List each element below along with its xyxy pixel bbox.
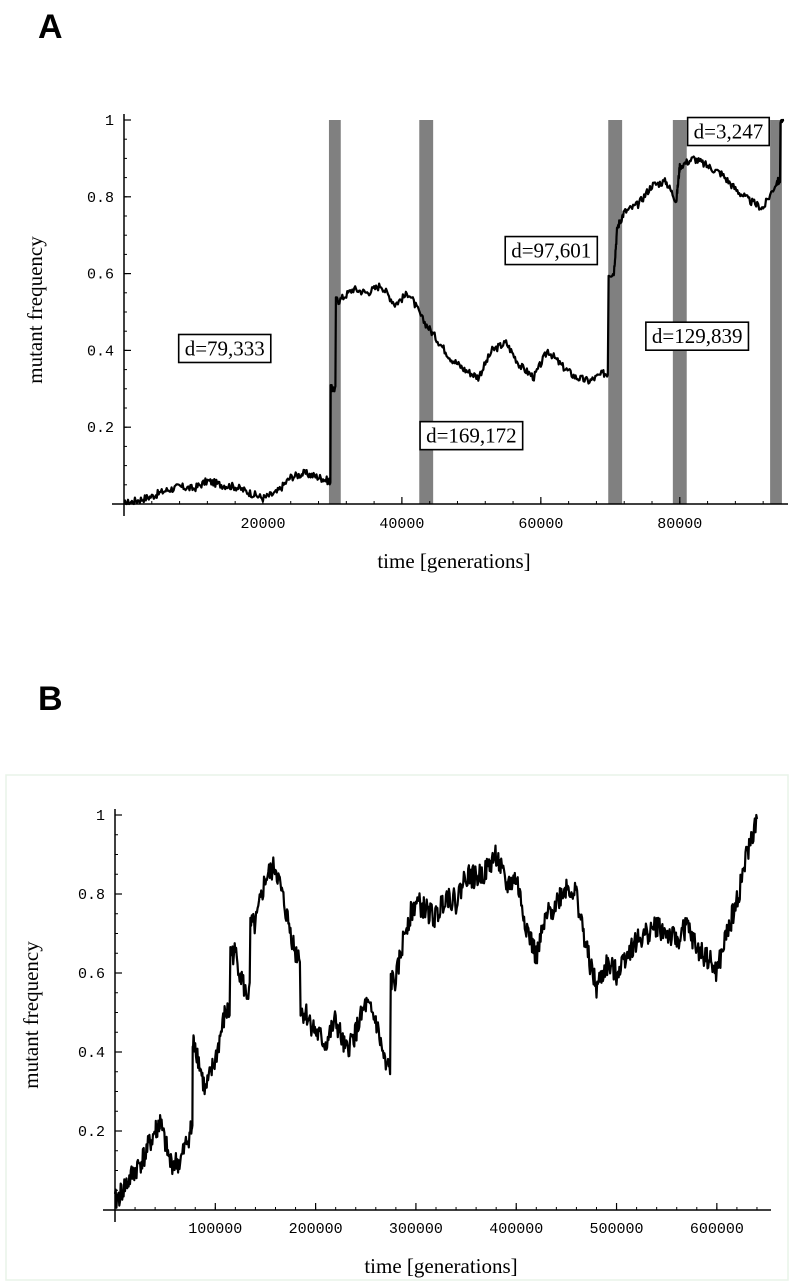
shaded-region-3 [608, 120, 623, 504]
panel-b-label: B [38, 680, 63, 718]
x-tick-label: 500000 [590, 1221, 644, 1238]
annotation-label-1: d=79,333 [185, 336, 265, 360]
shaded-region-5 [770, 120, 782, 504]
y-tick-label: 0.6 [87, 267, 114, 284]
series-line [123, 118, 785, 506]
annotation-box-3 [504, 235, 599, 266]
annotation-label-2: d=169,172 [426, 424, 517, 448]
annotation-box-5 [686, 116, 771, 147]
y-tick-label: 0.2 [87, 420, 114, 437]
x-tick-label: 600000 [690, 1221, 744, 1238]
y-axis-title: mutant frequency [19, 941, 43, 1089]
chart-a: 20000 40000 60000 80000 0.2 0.4 0.6 0.8 1 time [g… [23, 113, 788, 573]
panel-b-frame [5, 774, 789, 1281]
x-axis-title: time [generations] [364, 1254, 517, 1278]
x-tick-label: 60000 [518, 516, 563, 533]
annotation-label-3: d=97,601 [511, 239, 591, 263]
x-tick-label: 400000 [489, 1221, 543, 1238]
x-tick-label: 80000 [657, 516, 702, 533]
annotation-box-2 [419, 420, 524, 451]
annotation-label-4: d=129,839 [652, 324, 743, 348]
annotation-box-1 [177, 333, 272, 364]
x-axis-title: time [generations] [377, 549, 530, 573]
panel-a-label: A [38, 8, 63, 46]
y-tick-label: 0.8 [87, 190, 114, 207]
shaded-region-2 [419, 120, 434, 504]
x-tick-label: 100000 [188, 1221, 242, 1238]
y-tick-label: 0.4 [87, 343, 114, 360]
x-tick-label: 20000 [240, 516, 285, 533]
x-tick-label: 200000 [289, 1221, 343, 1238]
y-tick-label: 0.4 [78, 1045, 105, 1062]
y-tick-label: 1 [96, 808, 105, 825]
annotation-box-4 [645, 321, 750, 351]
y-axis-title: mutant frequency [23, 236, 47, 384]
y-tick-label: 1 [105, 113, 114, 130]
annotation-label-5: d=3,247 [694, 120, 764, 144]
series-line [113, 813, 759, 1209]
shaded-region-4 [672, 120, 687, 504]
y-tick-label: 0.2 [78, 1124, 105, 1141]
y-tick-label: 0.8 [78, 887, 105, 904]
y-tick-label: 0.6 [78, 966, 105, 983]
x-tick-label: 300000 [389, 1221, 443, 1238]
x-tick-label: 40000 [379, 516, 424, 533]
chart-b: 100000 200000 300000 400000 500000 600000 0.2 0… [19, 808, 771, 1278]
